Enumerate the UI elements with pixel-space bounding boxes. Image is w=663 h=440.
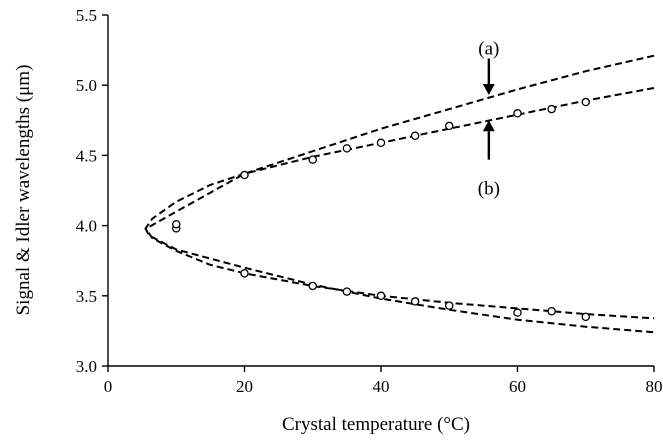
y-tick-label: 5.0 bbox=[76, 76, 97, 95]
y-tick-label: 3.0 bbox=[76, 357, 97, 376]
x-axis-title: Crystal temperature (°C) bbox=[282, 414, 470, 435]
y-tick-label: 5.5 bbox=[76, 6, 97, 25]
y-tick-label: 3.5 bbox=[76, 287, 97, 306]
annotation-layer: (a) (b) bbox=[478, 38, 500, 199]
annotation-arrow-head bbox=[482, 120, 495, 132]
data-point bbox=[376, 138, 386, 148]
y-tick-label: 4.0 bbox=[76, 217, 97, 236]
series-line-1 bbox=[144, 54, 655, 334]
data-point bbox=[376, 291, 386, 301]
x-tick-label: 40 bbox=[373, 377, 390, 396]
data-point bbox=[547, 306, 556, 316]
x-tick-label: 80 bbox=[646, 377, 663, 396]
y-tick-label: 4.5 bbox=[76, 146, 97, 165]
x-tick-label: 60 bbox=[509, 377, 526, 396]
data-point bbox=[308, 155, 317, 164]
y-axis-title: Signal & Idler wavelengths (μm) bbox=[13, 65, 34, 316]
x-tick-label: 0 bbox=[104, 377, 113, 396]
data-point bbox=[342, 287, 352, 296]
data-point bbox=[308, 281, 317, 291]
x-tick-label: 20 bbox=[236, 377, 253, 396]
annotation-arrow-head bbox=[482, 84, 495, 96]
data-point bbox=[547, 104, 556, 114]
data-point bbox=[444, 301, 454, 310]
data-point bbox=[171, 219, 181, 229]
data-point bbox=[410, 297, 420, 306]
data-point bbox=[240, 170, 249, 180]
series-line-2 bbox=[144, 87, 655, 320]
data-point bbox=[581, 97, 591, 107]
data-point bbox=[513, 109, 522, 118]
annotation-label: (a) bbox=[478, 38, 499, 59]
data-point bbox=[342, 144, 352, 153]
annotation-label: (b) bbox=[478, 179, 500, 200]
data-point bbox=[240, 269, 249, 278]
data-point bbox=[513, 308, 522, 317]
series-layer bbox=[144, 54, 655, 334]
data-point bbox=[444, 121, 454, 131]
data-point bbox=[410, 131, 420, 140]
axes: 3.0 3.5 4.0 4.5 5.0 5.5 0 20 40 60 80 bbox=[76, 6, 663, 396]
data-point bbox=[581, 312, 591, 322]
